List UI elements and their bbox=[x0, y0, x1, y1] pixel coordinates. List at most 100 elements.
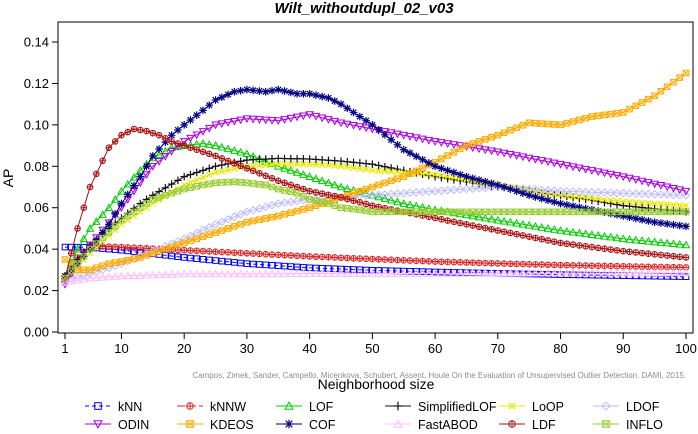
data-point bbox=[337, 157, 345, 165]
data-point bbox=[311, 174, 321, 183]
data-point bbox=[380, 194, 390, 202]
data-point bbox=[469, 208, 477, 216]
data-point bbox=[223, 215, 233, 224]
data-point bbox=[198, 128, 208, 136]
data-point bbox=[531, 185, 540, 194]
data-point bbox=[381, 256, 389, 263]
data-point bbox=[261, 202, 271, 212]
data-point bbox=[494, 181, 502, 189]
legend-label: KDEOS bbox=[210, 418, 254, 432]
x-tick-label: 30 bbox=[240, 341, 254, 356]
data-point bbox=[231, 223, 238, 230]
legend-marker bbox=[284, 419, 294, 429]
data-point bbox=[274, 262, 282, 270]
data-point bbox=[638, 208, 646, 216]
data-point bbox=[343, 104, 352, 113]
data-point bbox=[593, 268, 603, 277]
data-point bbox=[676, 208, 684, 216]
data-point bbox=[161, 153, 170, 161]
data-point bbox=[300, 206, 307, 213]
data-point bbox=[223, 269, 233, 278]
data-point bbox=[543, 268, 553, 277]
data-point bbox=[61, 243, 69, 251]
legend-item-kdeos: KDEOS bbox=[177, 418, 254, 432]
data-point bbox=[167, 269, 176, 278]
data-point bbox=[544, 196, 552, 205]
data-point bbox=[481, 259, 489, 267]
data-point bbox=[493, 215, 503, 224]
data-point bbox=[161, 241, 170, 251]
data-point bbox=[155, 145, 163, 153]
data-point bbox=[500, 129, 508, 137]
data-point bbox=[154, 244, 164, 254]
data-point bbox=[419, 170, 426, 177]
data-point bbox=[625, 189, 634, 198]
data-point bbox=[631, 268, 641, 277]
data-point bbox=[192, 228, 202, 238]
data-point bbox=[645, 95, 652, 103]
data-point bbox=[217, 120, 227, 129]
data-point bbox=[212, 257, 219, 264]
data-point bbox=[369, 266, 376, 274]
data-point bbox=[569, 193, 577, 200]
data-point bbox=[443, 268, 452, 277]
data-point bbox=[449, 268, 459, 277]
data-point bbox=[619, 201, 628, 210]
data-point bbox=[593, 231, 603, 239]
data-point bbox=[280, 163, 289, 172]
data-point bbox=[399, 269, 408, 277]
data-point bbox=[205, 248, 213, 255]
data-point bbox=[499, 268, 509, 277]
data-point bbox=[556, 199, 565, 208]
data-point bbox=[362, 266, 370, 274]
data-point bbox=[293, 207, 301, 215]
data-point bbox=[192, 131, 201, 140]
data-point bbox=[206, 171, 213, 179]
data-point bbox=[93, 170, 100, 178]
data-point bbox=[469, 222, 477, 229]
data-point bbox=[268, 161, 276, 168]
data-point bbox=[211, 121, 220, 130]
data-point bbox=[293, 160, 301, 168]
data-point bbox=[638, 263, 646, 270]
data-point bbox=[507, 126, 514, 134]
data-point bbox=[456, 208, 464, 216]
data-point bbox=[237, 249, 244, 257]
data-point bbox=[463, 208, 470, 216]
data-point bbox=[644, 189, 653, 199]
data-point bbox=[607, 110, 615, 118]
data-point bbox=[205, 269, 214, 278]
legend-label: kNNW bbox=[210, 400, 246, 414]
data-point bbox=[256, 261, 263, 268]
x-tick-label: 40 bbox=[302, 341, 316, 356]
data-point bbox=[117, 199, 126, 208]
data-point bbox=[300, 252, 307, 260]
data-point bbox=[356, 206, 364, 214]
data-point bbox=[394, 208, 401, 216]
data-point bbox=[192, 111, 201, 119]
data-point bbox=[148, 270, 158, 279]
data-point bbox=[462, 172, 471, 181]
data-point bbox=[393, 189, 402, 198]
legend-item-inflo: INFLO bbox=[593, 418, 663, 432]
data-point bbox=[318, 253, 326, 261]
data-point bbox=[419, 212, 426, 219]
data-point bbox=[444, 217, 451, 224]
data-point bbox=[143, 245, 150, 252]
data-point bbox=[287, 209, 295, 216]
data-point bbox=[261, 87, 270, 96]
data-point bbox=[612, 268, 622, 277]
data-point bbox=[626, 248, 633, 256]
data-point bbox=[575, 187, 584, 197]
data-point bbox=[500, 208, 508, 216]
data-point bbox=[531, 155, 540, 164]
data-point bbox=[606, 188, 616, 198]
data-point bbox=[650, 237, 659, 246]
data-point bbox=[280, 116, 289, 124]
data-point bbox=[306, 204, 313, 212]
data-point bbox=[450, 174, 458, 181]
data-point bbox=[374, 269, 383, 277]
data-point bbox=[111, 210, 119, 218]
data-point bbox=[242, 269, 252, 278]
data-point bbox=[212, 229, 219, 236]
